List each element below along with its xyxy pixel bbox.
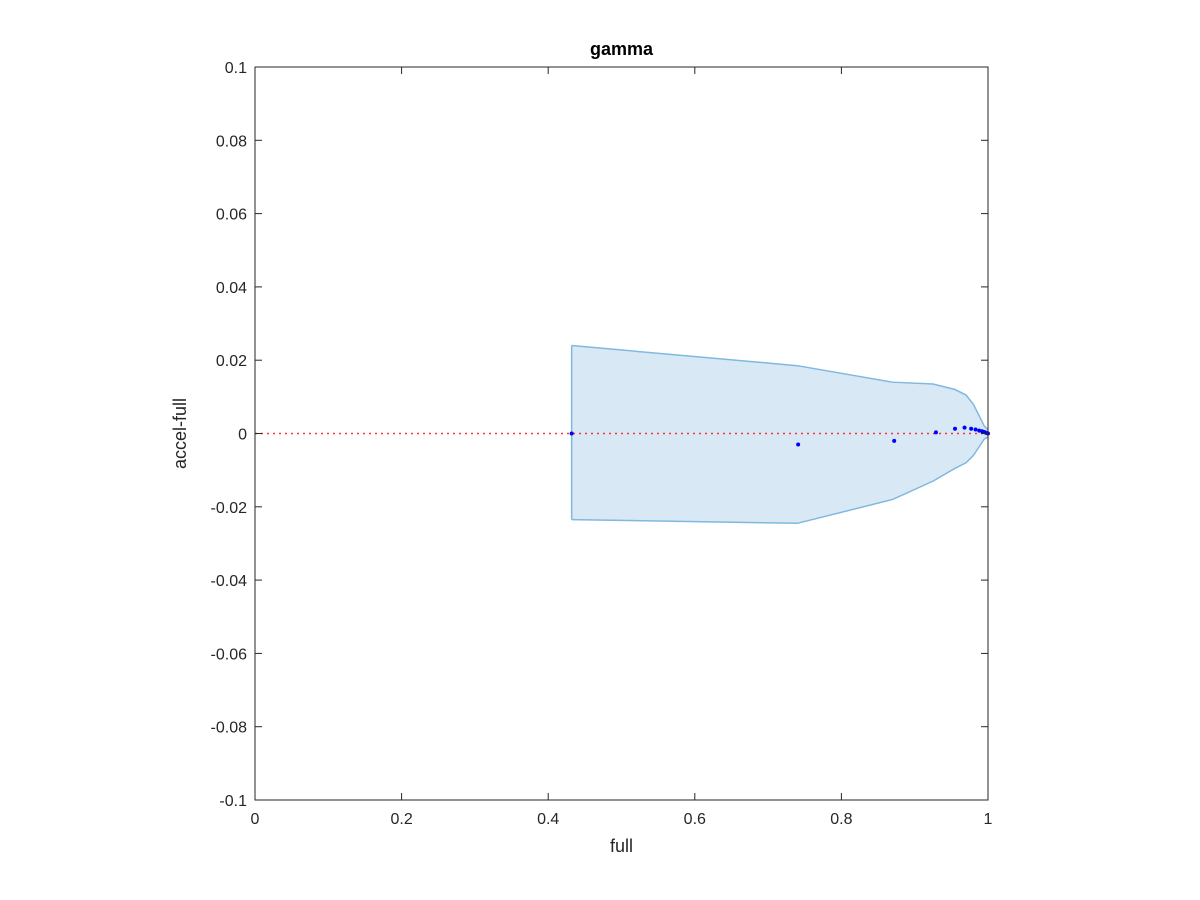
data-point [796,442,801,447]
x-axis-label: full [610,836,633,856]
y-tick-label: 0.04 [216,280,247,297]
y-tick-label: -0.08 [211,720,248,737]
data-point [953,426,958,431]
y-tick-label: -0.1 [219,793,247,810]
data-point [569,431,574,436]
y-tick-label: -0.02 [211,500,248,517]
chart-title: gamma [590,39,654,59]
data-point [969,426,974,431]
confidence-band [570,344,989,525]
x-tick-label: 1 [984,811,993,828]
y-tick-label: 0.02 [216,353,247,370]
y-tick-label: 0.1 [225,60,247,77]
y-tick-label: -0.04 [211,573,248,590]
band-fill [571,345,988,524]
data-point [892,438,897,443]
y-tick-label: -0.06 [211,646,248,663]
x-tick-label: 0 [251,811,260,828]
band-lower-edge [571,436,989,525]
data-point [933,430,938,435]
y-axis-label: accel-full [170,398,190,469]
y-tick-label: 0 [238,427,247,444]
x-tick-label: 0.6 [684,811,706,828]
y-tick-label: 0.06 [216,207,247,224]
y-tick-label: 0.08 [216,133,247,150]
data-point [962,425,967,430]
x-tick-label: 0.4 [537,811,559,828]
y-axis-ticks: -0.1 -0.08 -0.06 -0.04 -0.02 0 0.02 0.04 0.06 0.0… [211,60,988,810]
data-point [973,427,978,432]
x-tick-label: 0.2 [390,811,412,828]
band-upper-edge [571,344,989,431]
x-axis-ticks: 0 0.2 0.4 0.6 0.8 1 [251,67,993,828]
x-tick-label: 0.8 [830,811,852,828]
